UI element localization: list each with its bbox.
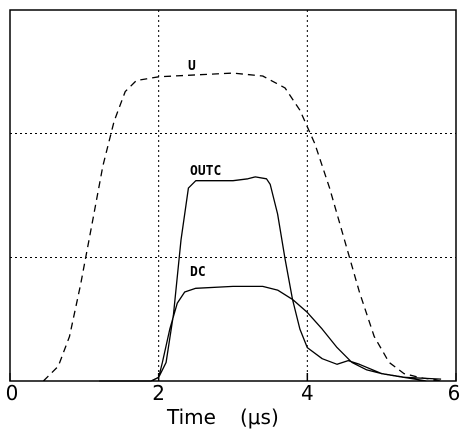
x-tick-label: 0: [6, 381, 19, 405]
x-tick-label: 2: [152, 381, 165, 405]
series-label-outc: OUTC: [190, 164, 221, 179]
plot-frame: [9, 9, 457, 382]
series-label-dc: DC: [190, 265, 206, 280]
series-label-u: U: [188, 59, 196, 74]
series-line-outc: [99, 176, 427, 382]
x-axis-title: Time: [166, 405, 216, 429]
x-tick-label: 6: [448, 381, 461, 405]
x-tick-label: 4: [301, 381, 314, 405]
series-line-u: [42, 72, 442, 382]
grid: [10, 10, 456, 381]
x-axis-unit: (μs): [240, 405, 279, 429]
x-axis-ticks: 0 2 4 6: [6, 373, 461, 405]
series-line-dc: [99, 285, 442, 382]
series-group: [42, 72, 442, 382]
